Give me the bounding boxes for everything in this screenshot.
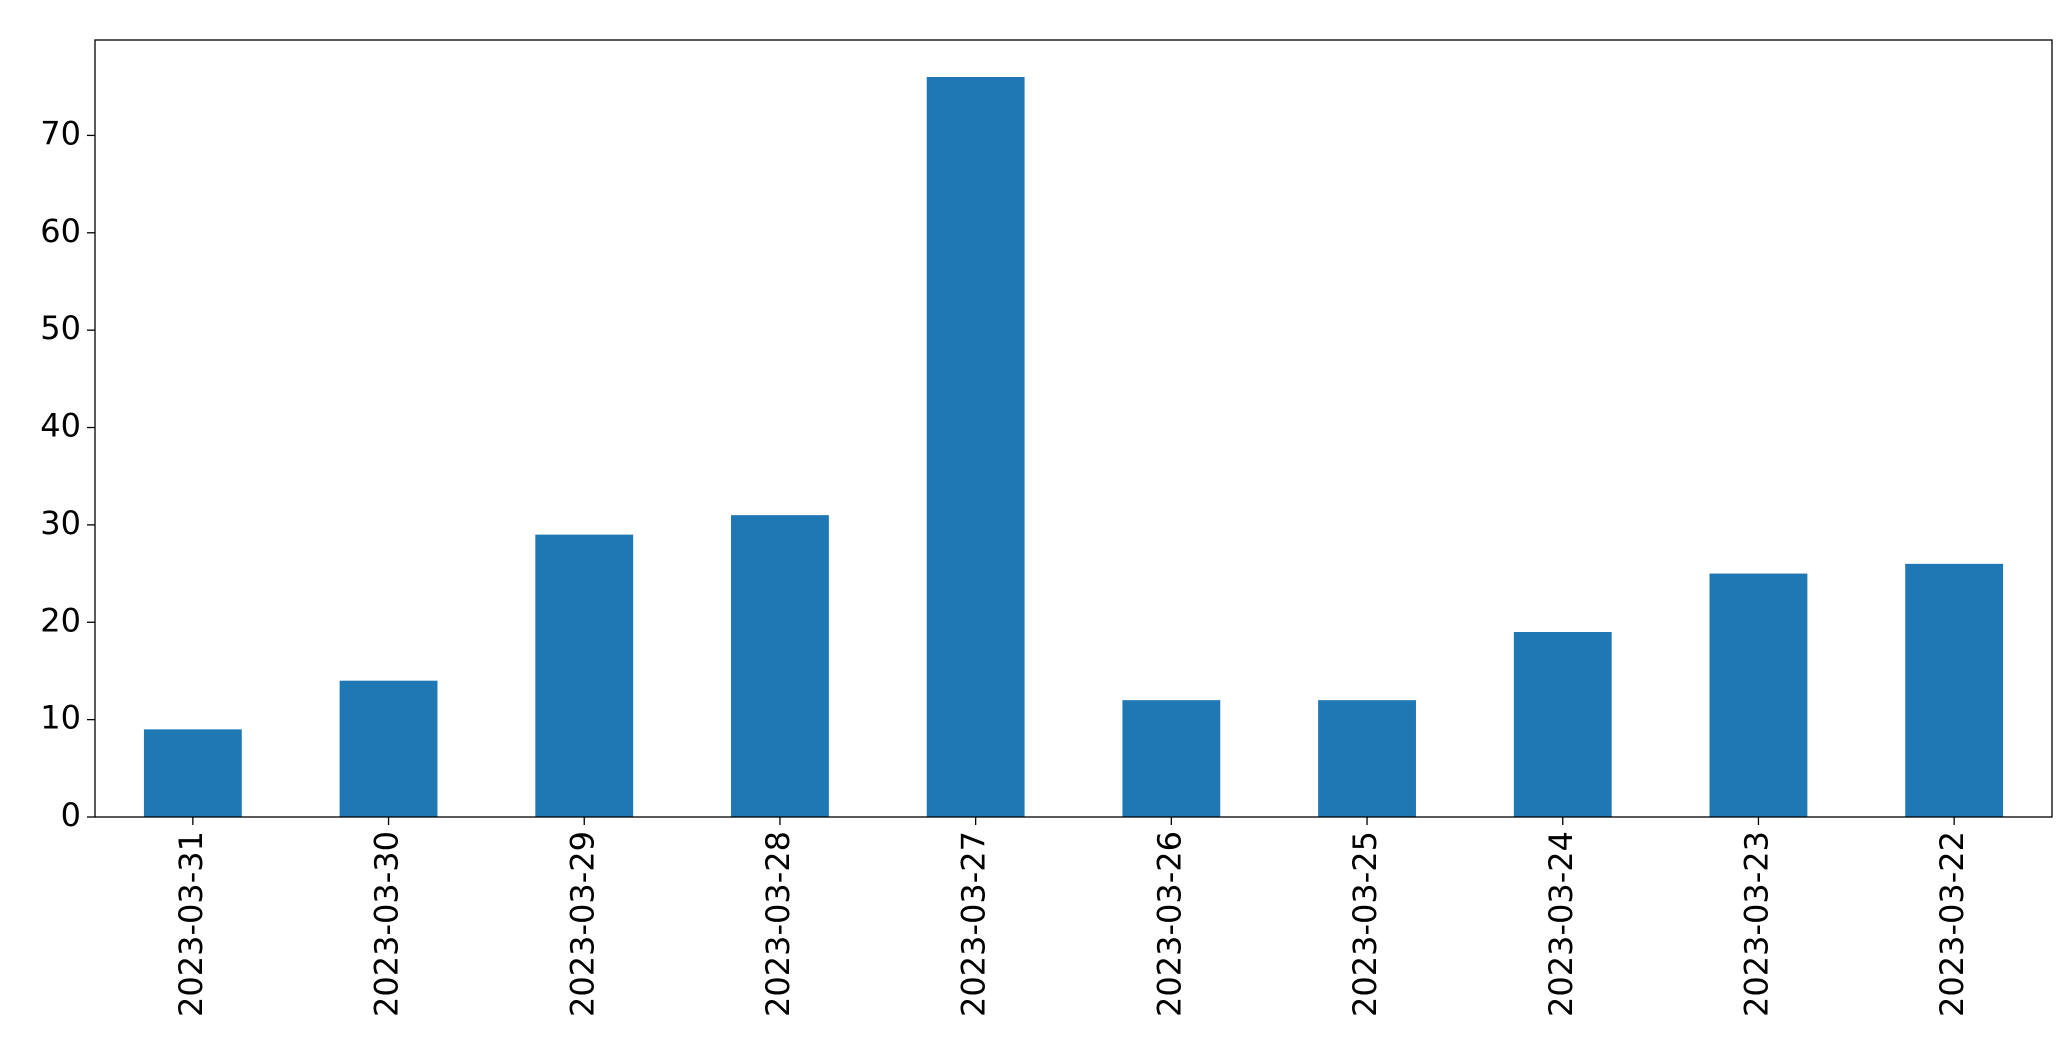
x-tick-label: 2023-03-27	[955, 831, 993, 1017]
bar	[926, 77, 1025, 817]
bar	[339, 680, 438, 817]
x-tick-label: 2023-03-29	[563, 831, 601, 1017]
y-tick-label: 70	[40, 114, 81, 152]
y-tick-label: 20	[40, 601, 81, 639]
plot-frame	[94, 39, 2053, 818]
bar	[143, 729, 242, 817]
y-tick-label: 10	[40, 699, 81, 737]
x-tick-label: 2023-03-28	[759, 831, 797, 1017]
y-tick-label: 40	[40, 407, 81, 445]
x-tick-label: 2023-03-22	[1933, 831, 1971, 1017]
bar	[1122, 700, 1221, 817]
y-tick-label: 30	[40, 504, 81, 542]
y-tick-label: 0	[61, 796, 81, 834]
bar	[535, 534, 634, 817]
x-tick-label: 2023-03-25	[1346, 831, 1384, 1017]
bar	[1318, 700, 1416, 817]
bar	[1513, 632, 1612, 817]
x-tick-label: 2023-03-30	[368, 831, 406, 1017]
bar	[1709, 573, 1808, 817]
x-tick-label: 2023-03-24	[1542, 831, 1580, 1017]
y-tick-label: 50	[40, 309, 81, 347]
y-tick-label: 60	[40, 212, 81, 250]
x-tick-label: 2023-03-26	[1150, 831, 1188, 1017]
x-tick-label: 2023-03-23	[1737, 831, 1775, 1017]
bar	[731, 515, 829, 817]
bar	[1905, 563, 2004, 817]
x-tick-label: 2023-03-31	[172, 831, 210, 1017]
